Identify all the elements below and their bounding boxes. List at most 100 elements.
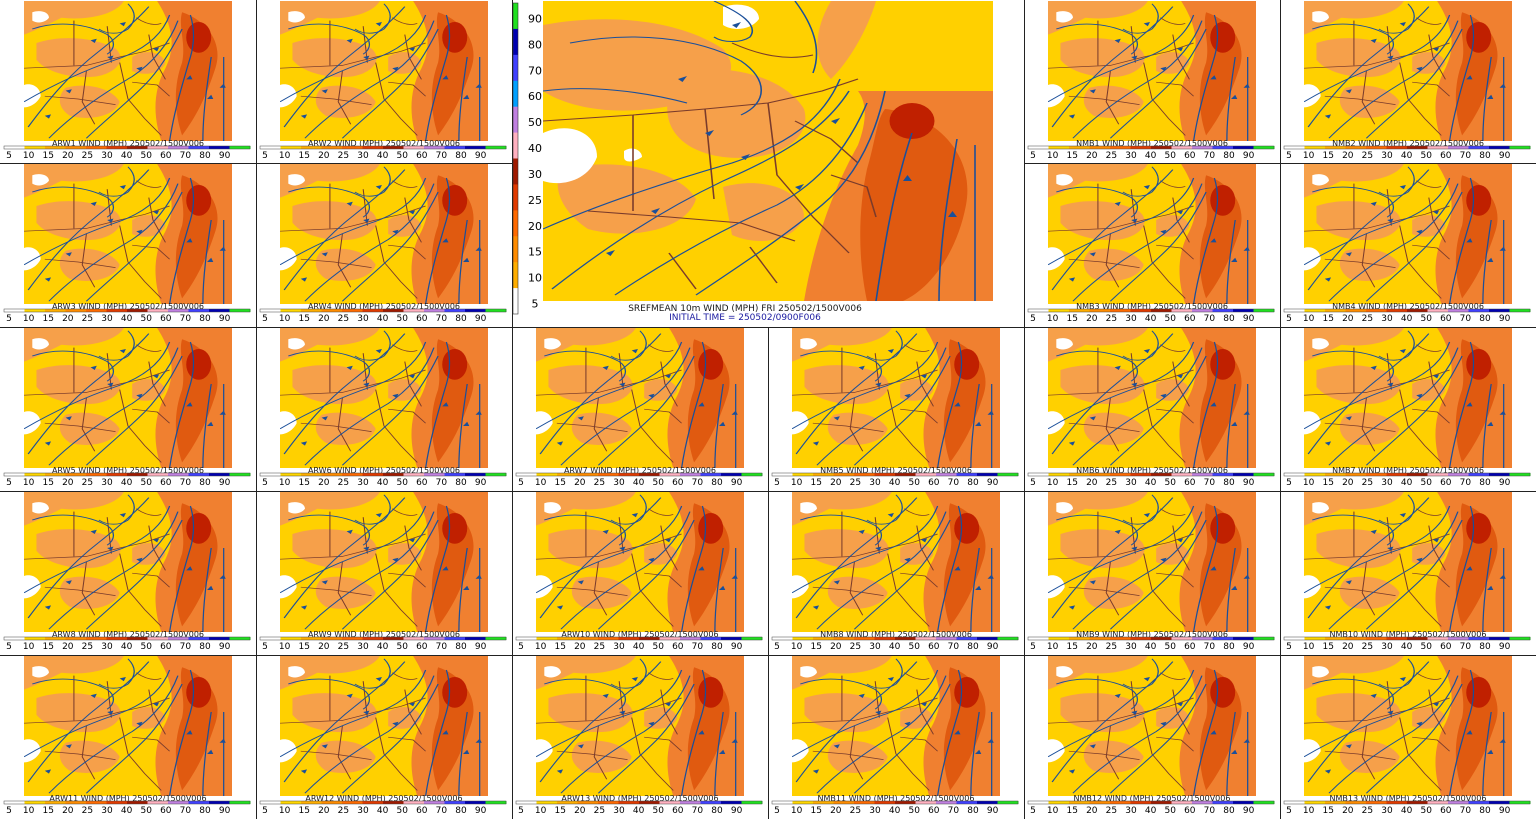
scale-label: 10	[1303, 806, 1315, 816]
colorbar-segment	[229, 309, 251, 312]
colorbar-segment	[772, 801, 793, 804]
scale-label: 20	[574, 806, 586, 816]
panel-title: ARW4 WIND (MPH) 250502/1500V006	[308, 302, 460, 311]
vertical-legend: 90 80 70 60 50 40 30 25 20 15 10 5	[512, 2, 542, 315]
colorbar-segment	[1110, 473, 1131, 476]
colorbar-frame	[1027, 636, 1275, 641]
legend-label: 25	[528, 194, 542, 207]
scale-label: 10	[1303, 151, 1315, 161]
scale-label: 10	[23, 806, 35, 816]
colorbar-segment	[1448, 637, 1469, 640]
scale-label: 15	[554, 642, 565, 652]
colorbar-segment	[1386, 801, 1408, 804]
scale-label: 25	[338, 314, 349, 324]
scale-label: 80	[199, 806, 211, 816]
scale-label: 25	[850, 478, 861, 488]
colorbar-frame	[259, 308, 507, 313]
colorbar-segment	[465, 801, 486, 804]
panel-arw12: ARW12 WIND (MPH) 250502/1500V006 5 10 15 20 2…	[259, 656, 507, 816]
scale-label: 80	[967, 806, 979, 816]
scale-label: 10	[1303, 642, 1315, 652]
colorbar-segment	[1407, 146, 1428, 149]
colorbar-segment	[127, 637, 148, 640]
scale-label: 60	[672, 478, 684, 488]
colorbar-segment	[1366, 801, 1387, 804]
scale-label: 5	[6, 151, 12, 161]
colorbar-segment	[1130, 473, 1152, 476]
main-map	[543, 1, 993, 301]
scale-label: 80	[1223, 642, 1235, 652]
panel-map	[24, 492, 232, 632]
colorbar-segment	[792, 801, 814, 804]
scale-label: 10	[279, 806, 291, 816]
colorbar-segment	[321, 309, 343, 312]
colorbar-segment	[1089, 309, 1111, 312]
colorbar-segment	[997, 801, 1019, 804]
colorbar-frame	[771, 800, 1019, 805]
colorbar-segment	[1386, 473, 1408, 476]
colorbar-segment	[618, 801, 640, 804]
colorbar-segment	[403, 309, 425, 312]
colorbar-segment	[977, 637, 998, 640]
scale-label: 25	[338, 151, 349, 161]
colorbar-segment	[639, 801, 660, 804]
scale-label: 20	[1342, 642, 1354, 652]
colorbar-segment	[362, 473, 384, 476]
scale-label: 30	[1381, 314, 1393, 324]
scale-label: 40	[1401, 642, 1413, 652]
colorbar-segment	[383, 146, 404, 149]
colorbar-frame	[3, 145, 251, 150]
colorbar-segment	[229, 801, 251, 804]
colorbar-segment	[1325, 309, 1346, 312]
scale-label: 60	[672, 806, 684, 816]
colorbar-segment	[1386, 637, 1408, 640]
scale-label: 10	[791, 806, 803, 816]
colorbar-segment	[321, 473, 343, 476]
colorbar-segment	[260, 473, 281, 476]
colorbar-segment	[854, 801, 875, 804]
scale-label: 30	[1381, 642, 1393, 652]
scale-label: 15	[1322, 642, 1333, 652]
legend-swatch	[513, 184, 518, 211]
scale-label: 15	[1066, 642, 1077, 652]
scale-label: 25	[82, 478, 93, 488]
colorbar-segment	[1304, 146, 1326, 149]
panel-map	[24, 164, 232, 304]
panel-map	[1048, 164, 1256, 304]
scale-label: 80	[199, 642, 211, 652]
legend-swatch	[513, 106, 518, 134]
scale-label: 10	[1303, 478, 1315, 488]
scale-label: 5	[518, 642, 524, 652]
colorbar-segment	[65, 801, 87, 804]
scale-label: 70	[692, 806, 704, 816]
scale-label: 15	[42, 806, 53, 816]
scale-label: 40	[121, 314, 133, 324]
colorbar-segment	[260, 146, 281, 149]
panel-title: NMB1 WIND (MPH) 250502/1500V006	[1076, 139, 1228, 148]
colorbar-segment	[1028, 637, 1049, 640]
scale-label: 30	[1125, 314, 1137, 324]
panel-arw4: ARW4 WIND (MPH) 250502/1500V006 5 10 15 20 25…	[259, 164, 507, 324]
panel-nmb13: NMB13 WIND (MPH) 250502/1500V006 5 10 15 20 2…	[1283, 656, 1531, 816]
colorbar-segment	[168, 801, 189, 804]
colorbar-segment	[1110, 801, 1131, 804]
panel-title: NMB9 WIND (MPH) 250502/1500V006	[1076, 630, 1228, 639]
colorbar-segment	[1427, 146, 1449, 149]
scale-label: 5	[1030, 151, 1036, 161]
colorbar-segment	[209, 801, 230, 804]
scale-label: 15	[298, 478, 309, 488]
scale-label: 60	[160, 642, 172, 652]
colorbar-frame	[259, 636, 507, 641]
scale-label: 20	[1342, 151, 1354, 161]
colorbar-segment	[1212, 637, 1234, 640]
colorbar-segment	[1192, 801, 1213, 804]
scale-label: 50	[908, 806, 920, 816]
scale-label: 80	[1479, 478, 1491, 488]
colorbar-segment	[1253, 637, 1275, 640]
colorbar-segment	[1089, 801, 1111, 804]
colorbar-segment	[1192, 473, 1213, 476]
panel-title: NMB6 WIND (MPH) 250502/1500V006	[1076, 466, 1228, 475]
colorbar-segment	[813, 473, 834, 476]
colorbar-segment	[168, 637, 189, 640]
scale-label: 10	[1047, 151, 1059, 161]
